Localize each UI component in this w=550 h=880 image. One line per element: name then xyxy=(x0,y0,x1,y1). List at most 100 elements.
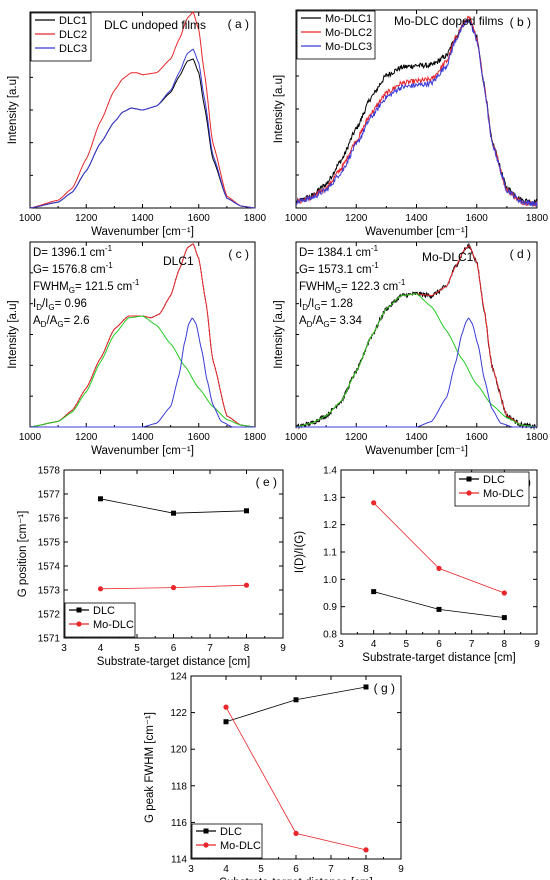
chart-title: Mo-DLC1 xyxy=(422,250,474,264)
data-point xyxy=(436,565,442,572)
y-tick-label: 1571 xyxy=(38,634,61,645)
chart-panel-g: 3 4 5 6 7 8 9 114 116 118 120 122 124 Substrate-targe… xyxy=(144,672,404,880)
x-axis-label: Wavenumber [cm⁻¹] xyxy=(91,445,194,457)
x-axis-label: Substrate-target distance [cm] xyxy=(219,877,372,880)
data-point xyxy=(98,496,103,502)
legend-label: Mo-DLC2 xyxy=(325,27,372,39)
data-point xyxy=(244,508,249,514)
y-tick-label: 1573 xyxy=(38,586,61,597)
legend: DLC Mo-DLC xyxy=(191,823,263,859)
legend: DLC1 DLC2 DLC3 xyxy=(30,12,92,62)
y-tick-label: 1578 xyxy=(38,466,61,477)
legend: DLC Mo-DLC xyxy=(64,602,136,638)
y-tick-label: 0.9 xyxy=(323,602,337,613)
annotation-part: = 3.34 xyxy=(330,315,363,327)
annotation-line: G= 1576.8 cm-1 xyxy=(33,261,113,276)
annotation-part: G xyxy=(57,320,63,329)
legend-marker xyxy=(203,842,209,848)
series-line xyxy=(225,686,367,723)
annotation-part: D= 1396.1 cm xyxy=(33,247,105,259)
x-axis-label: Substrate-target distance [cm] xyxy=(362,652,515,664)
annotation-line: AD/AG= 2.6 xyxy=(33,315,89,329)
annotation-part: -1 xyxy=(106,261,114,270)
annotation-part: /A xyxy=(46,315,57,327)
annotation-part: /A xyxy=(312,315,323,327)
x-tick-label: 9 xyxy=(534,639,540,650)
annotation-line: ID/IG= 0.96 xyxy=(33,298,87,312)
x-tick-label: 1800 xyxy=(526,432,549,443)
x-tick-label: 8 xyxy=(502,639,508,650)
x-tick-label: 4 xyxy=(371,639,377,650)
legend-label: DLC3 xyxy=(59,43,87,55)
x-tick-label: 1000 xyxy=(19,213,42,224)
annotation-part: FWHM xyxy=(299,281,335,293)
data-point xyxy=(436,606,442,612)
x-tick-label: 8 xyxy=(244,643,250,654)
y-tick-label: 0.8 xyxy=(323,630,337,641)
series-line xyxy=(29,48,256,209)
series-line xyxy=(373,591,505,618)
x-tick-label: 1200 xyxy=(345,432,368,443)
series-dlc xyxy=(98,496,249,516)
x-tick-label: 1200 xyxy=(75,213,98,224)
panel-label: ( b ) xyxy=(510,15,531,29)
series-line xyxy=(295,15,538,208)
chart-panel-f: 3 4 5 6 7 8 9 0.8 0.9 1.0 1.1 1.2 1.3 1.4 Substrate-ta… xyxy=(294,466,540,665)
annotation-part: I xyxy=(33,298,36,310)
data-point xyxy=(97,586,104,592)
annotation-part: -1 xyxy=(132,278,140,287)
annotation-part: -1 xyxy=(372,261,380,270)
y-tick-label: 114 xyxy=(171,855,187,866)
annotation-part: = 1.28 xyxy=(321,298,353,310)
x-tick-label: 1200 xyxy=(345,213,368,224)
x-tick-label: 8 xyxy=(363,864,369,875)
annotation-part: = 0.96 xyxy=(55,298,87,310)
series-line xyxy=(29,58,256,209)
x-tick-label: 1400 xyxy=(405,432,428,443)
x-tick-label: 6 xyxy=(171,643,177,654)
series-mo-dlc2 xyxy=(295,15,538,208)
series-c-3 xyxy=(30,317,255,428)
annotation-part: D xyxy=(302,303,308,312)
series-mo-dlc xyxy=(371,500,507,596)
x-tick-label: 1000 xyxy=(285,213,308,224)
x-tick-label: 5 xyxy=(134,643,140,654)
x-axis-label: Wavenumber [cm⁻¹] xyxy=(91,226,194,238)
series-dlc xyxy=(371,589,507,621)
annotation-part: /I xyxy=(42,298,48,310)
annotation-part: FWHM xyxy=(33,281,69,293)
annotation-line: D= 1384.1 cm-1 xyxy=(299,244,379,259)
x-tick-label: 9 xyxy=(280,643,286,654)
annotation-part: G xyxy=(48,303,54,312)
legend-label: Mo-DLC3 xyxy=(325,41,372,53)
data-point xyxy=(171,510,176,516)
data-point xyxy=(223,719,229,725)
series-line xyxy=(296,317,537,428)
chart-panel-b: 1000 1200 1400 1600 1800 Wavenumber [cm⁻¹] Int… xyxy=(273,9,549,238)
annotation-line: ID/IG= 1.28 xyxy=(299,298,353,312)
y-tick-label: 1576 xyxy=(38,514,61,525)
x-tick-label: 1800 xyxy=(244,213,267,224)
x-tick-label: 7 xyxy=(207,643,213,654)
annotation-part: = 122.3 cm xyxy=(341,281,398,293)
data-point xyxy=(293,830,299,836)
legend-label: Mo-DLC xyxy=(483,488,524,500)
chart-title: DLC1 xyxy=(163,254,194,268)
legend-marker xyxy=(466,476,472,482)
annotation-part: D xyxy=(307,320,313,329)
series-d-2 xyxy=(295,293,538,428)
x-tick-label: 5 xyxy=(258,864,264,875)
x-tick-label: 1000 xyxy=(19,432,42,443)
series-mo-dlc xyxy=(223,704,369,853)
annotation-part: /I xyxy=(308,298,314,310)
data-point xyxy=(223,704,229,710)
series-line xyxy=(295,18,538,207)
annotation-part: A xyxy=(33,315,41,327)
panel-label: ( c ) xyxy=(228,247,249,261)
legend-label: DLC2 xyxy=(59,29,87,41)
y-axis-label: G position [cm⁻¹] xyxy=(17,511,29,598)
annotation-part: -1 xyxy=(371,244,379,253)
legend-box xyxy=(30,12,92,62)
legend-label: DLC xyxy=(220,826,242,838)
